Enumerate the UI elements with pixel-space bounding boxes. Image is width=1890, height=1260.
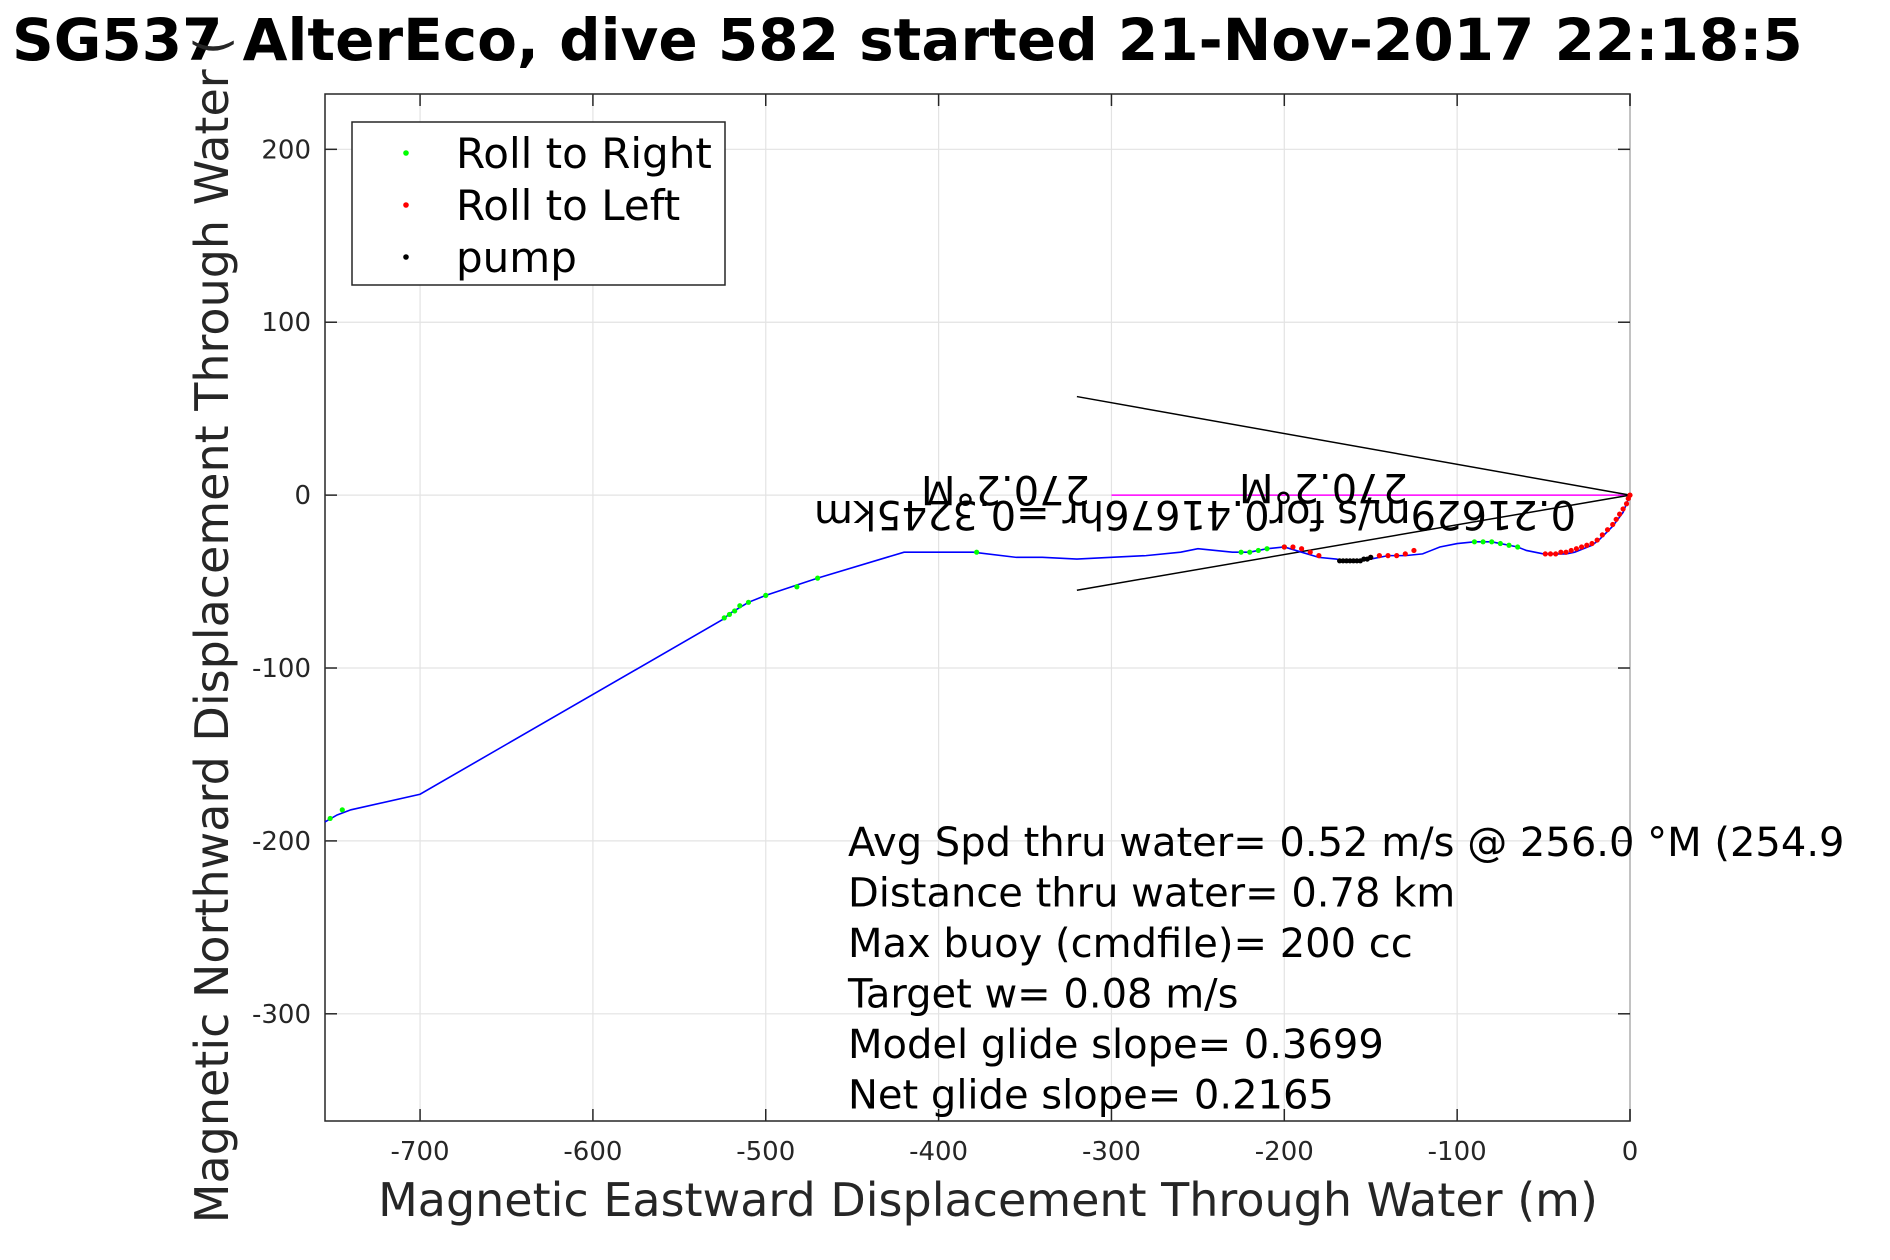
- roll-to-left-point: [1394, 553, 1400, 559]
- roll-to-left-point: [1411, 547, 1417, 554]
- x-axis-label: Magnetic Eastward Displacement Through W…: [378, 1173, 1598, 1227]
- legend-box: [351, 121, 726, 286]
- chart-title: SG537 AlterEco, dive 582 started 21-Nov-…: [12, 6, 1803, 74]
- y-tick-label: -100: [252, 654, 311, 684]
- roll-to-left-point: [1547, 551, 1554, 557]
- roll-to-right-point: [1471, 539, 1478, 545]
- y-tick-label: 200: [261, 135, 311, 165]
- roll-to-left-point: [1599, 532, 1605, 538]
- roll-to-right-point: [1264, 546, 1270, 552]
- x-tick-label: -200: [1255, 1137, 1314, 1167]
- roll-to-right-point: [794, 584, 800, 590]
- roll-to-right-point: [327, 815, 333, 822]
- legend-marker-roll-to-left: [403, 202, 409, 208]
- stats-line: Max buoy (cmdfile)= 200 cc: [848, 921, 1413, 967]
- x-tick-label: -400: [909, 1137, 968, 1167]
- roll-to-left-point: [1563, 549, 1569, 555]
- x-tick-label: 0: [1622, 1137, 1639, 1167]
- roll-to-left-point: [1402, 551, 1408, 557]
- roll-to-right-point: [732, 608, 738, 614]
- roll-to-right-point: [1506, 542, 1512, 548]
- roll-to-left-point: [1589, 540, 1595, 547]
- roll-to-left-point: [1316, 553, 1322, 559]
- y-tick-label: 100: [261, 308, 311, 338]
- stats-line: Net glide slope= 0.2165: [848, 1073, 1334, 1119]
- roll-to-right-point: [339, 807, 345, 813]
- roll-to-left-point: [1553, 551, 1559, 557]
- roll-to-left-point: [1584, 542, 1590, 548]
- roll-to-left-point: [1610, 521, 1616, 528]
- x-tick-label: -600: [563, 1137, 622, 1167]
- legend-marker-roll-to-right: [403, 150, 409, 156]
- roll-to-left-point: [1579, 544, 1585, 550]
- reference-line: [1076, 494, 1631, 591]
- stats-line: Distance thru water= 0.78 km: [848, 871, 1455, 917]
- roll-to-right-point: [1489, 539, 1495, 545]
- roll-to-left-point: [1298, 546, 1305, 552]
- roll-to-left-point: [1623, 501, 1630, 507]
- roll-to-left-point: [1376, 553, 1382, 559]
- roll-to-right-point: [737, 603, 743, 609]
- stats-block: Avg Spd thru water= 0.52 m/s @ 256.0 °M …: [847, 820, 1844, 1119]
- roll-to-right-point: [1247, 549, 1253, 555]
- x-tick-label: -500: [736, 1137, 795, 1167]
- roll-to-left-point: [1385, 553, 1391, 559]
- roll-to-left-point: [1558, 549, 1564, 555]
- legend-label-roll-to-left: Roll to Left: [456, 181, 680, 230]
- roll-to-right-point: [763, 592, 769, 598]
- stats-line: Target w= 0.08 m/s: [847, 972, 1238, 1018]
- roll-to-left-point: [1594, 537, 1600, 543]
- roll-to-right-point: [726, 611, 733, 618]
- roll-to-right-point: [1480, 539, 1486, 545]
- roll-to-left-point: [1290, 544, 1296, 550]
- roll-to-right-point: [1238, 549, 1244, 555]
- roll-to-left-point: [1625, 495, 1631, 502]
- roll-to-left-point: [1568, 547, 1574, 554]
- series-layer: [324, 395, 1633, 823]
- roll-to-left-point: [1604, 527, 1611, 533]
- roll-to-right-point: [745, 599, 752, 605]
- y-tick-label: -300: [252, 1000, 311, 1030]
- roll-to-right-point: [815, 575, 821, 581]
- roll-to-right-point: [1515, 544, 1521, 550]
- y-tick-label: -200: [252, 827, 311, 857]
- stats-line: Avg Spd thru water= 0.52 m/s @ 256.0 °M …: [848, 820, 1844, 866]
- rotated-annotation: 270.2°M: [1239, 464, 1408, 510]
- roll-to-right-point: [1497, 540, 1503, 547]
- roll-to-left-point: [1617, 511, 1623, 517]
- roll-to-right-point: [1255, 547, 1261, 554]
- x-tick-label: -100: [1428, 1137, 1487, 1167]
- reference-line: [1076, 395, 1631, 496]
- legend-marker-pump: [403, 254, 409, 260]
- y-tick-label: 0: [294, 481, 311, 511]
- legend-label-pump: pump: [456, 233, 577, 282]
- pump-point: [1337, 558, 1343, 564]
- roll-to-left-point: [1542, 551, 1548, 557]
- legend-label-roll-to-right: Roll to Right: [456, 129, 712, 178]
- roll-to-right-point: [721, 615, 727, 621]
- annotation-layer: 0.21629m/s for0.41676hr =0.3245km270.2°M…: [814, 464, 1576, 537]
- roll-to-left-point: [1573, 546, 1580, 552]
- roll-to-right-point: [974, 549, 980, 555]
- x-tick-label: -700: [391, 1137, 450, 1167]
- roll-to-left-point: [1281, 544, 1287, 550]
- roll-to-left-point: [1613, 516, 1619, 522]
- roll-to-left-point: [1307, 549, 1313, 555]
- y-axis-label: Magnetic Northward Displacement Through …: [185, 37, 239, 1223]
- x-tick-label: -300: [1082, 1137, 1141, 1167]
- axis-ticks: -700 -600 -500 -400 -300 -200 -100 0 -300 -200 -10…: [252, 94, 1638, 1167]
- rotated-annotation: 270.2°M: [921, 466, 1090, 512]
- roll-to-left-point: [1620, 506, 1626, 512]
- stats-line: Model glide slope= 0.3699: [848, 1022, 1384, 1068]
- rotated-annotation: 0.21629m/s for0.41676hr =0.3245km: [814, 491, 1576, 537]
